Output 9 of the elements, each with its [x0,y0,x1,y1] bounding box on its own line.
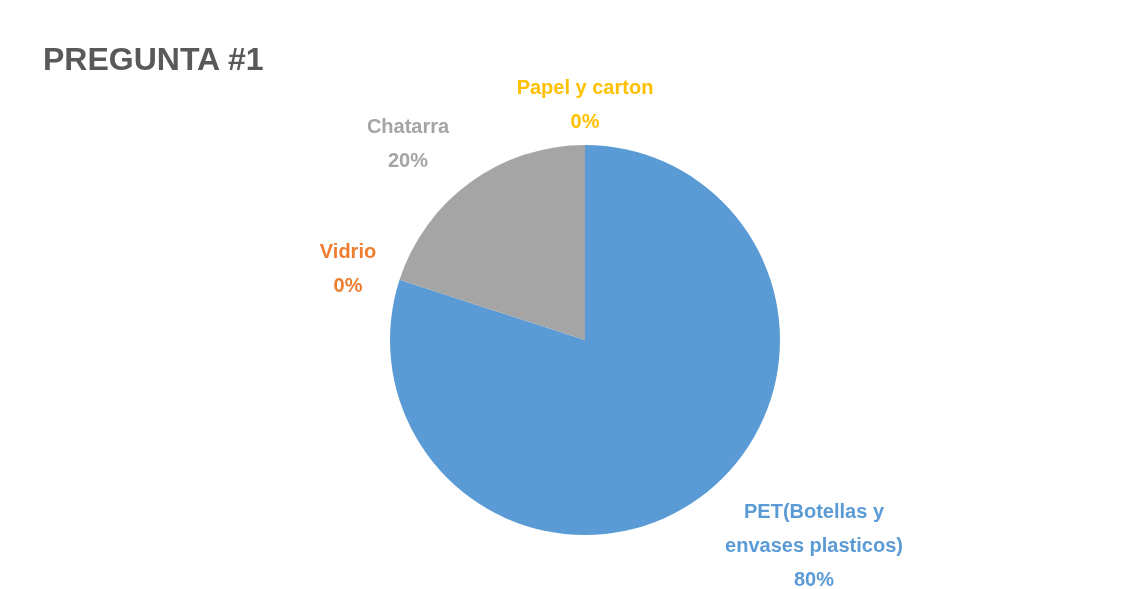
slice-label: PET(Botellas y envases plasticos) [725,500,903,556]
data-label: 20% [387,149,429,171]
data-label: 80% [793,568,835,589]
chart-title: PREGUNTA #1 [43,41,264,77]
slice-label: Chatarra [366,115,450,137]
text: 0% [570,110,600,132]
category-label: Vidrio [319,240,377,262]
text: 0% [333,274,363,296]
category-label: Papel y carton [516,76,654,98]
